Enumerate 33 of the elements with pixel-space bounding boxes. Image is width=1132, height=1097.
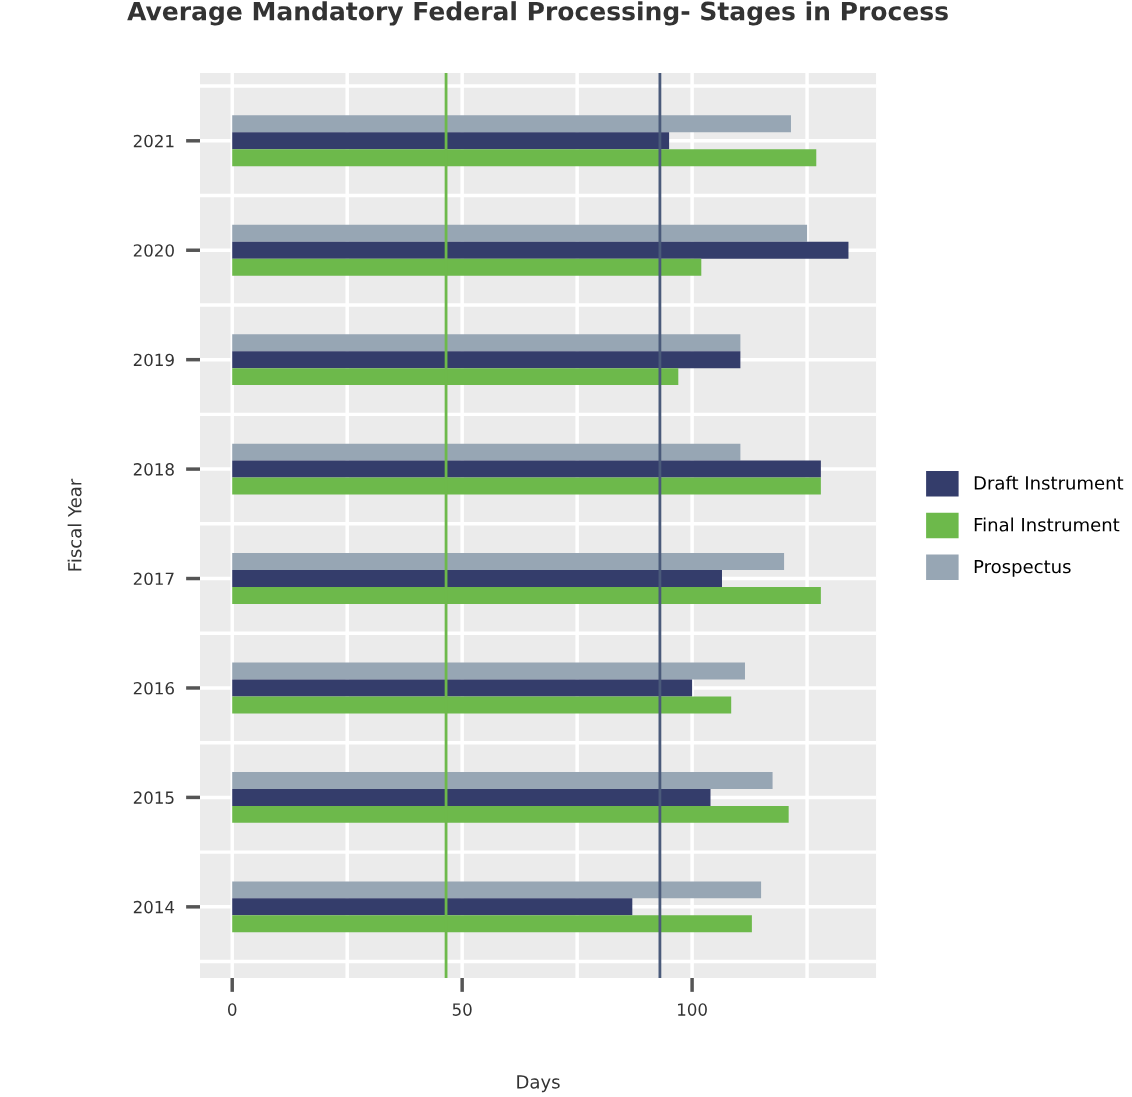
y-axis-title: Fiscal Year [67,478,82,571]
bar [232,898,633,916]
bar [232,224,808,242]
bar [232,351,741,369]
x-axis-title: Days [517,1075,560,1093]
chart-title: Average Mandatory Federal Processing- Stages in Process [127,1,948,26]
x-tick-label: 100 [678,1003,707,1016]
bar [232,788,711,806]
y-tick-label: 2017 [133,572,174,586]
bar [232,241,849,259]
legend-label: Draft Instrument [974,475,1124,490]
y-tick-label: 2021 [133,134,174,148]
x-tick-label: 0 [228,1003,237,1016]
legend-label: Prospectus [974,559,1071,577]
bar [232,334,741,352]
bar [232,443,741,461]
bar [232,132,670,150]
y-tick-label: 2020 [133,244,174,257]
x-tick-label: 50 [452,1003,472,1016]
y-tick-label: 2014 [133,900,175,914]
legend-label: Final Instrument [974,517,1120,532]
y-tick-label: 2015 [133,791,174,804]
bar [232,460,821,478]
bar [232,115,791,133]
y-tick-label: 2018 [133,463,174,476]
bar [232,662,745,680]
bar [232,553,785,571]
y-tick-label: 2019 [133,353,174,367]
bar [232,570,722,588]
y-tick-label: 2016 [133,681,174,695]
bar [232,679,693,697]
bar [232,881,762,899]
bar [232,771,773,789]
